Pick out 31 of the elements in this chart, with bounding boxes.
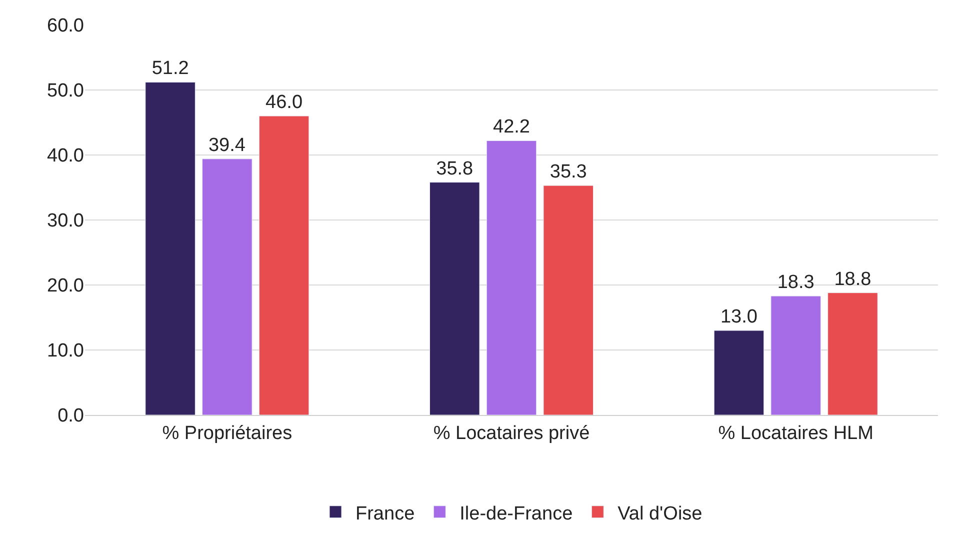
bar — [714, 330, 764, 415]
legend-label: France — [356, 503, 415, 524]
x-tick-label: % Propriétaires — [162, 422, 292, 444]
y-tick-label: 10.0 — [47, 340, 84, 362]
x-tick-label: % Locataires HLM — [718, 422, 874, 444]
data-label: 39.4 — [208, 134, 246, 156]
y-tick-label: 30.0 — [47, 210, 84, 232]
bar — [145, 82, 196, 415]
data-label: 13.0 — [720, 306, 758, 328]
bar — [486, 140, 537, 415]
y-tick-label: 50.0 — [47, 80, 84, 102]
data-label: 46.0 — [266, 92, 303, 113]
legend-label: Ile-de-France — [460, 503, 573, 524]
bar — [202, 158, 252, 415]
bar — [770, 296, 821, 415]
bar — [430, 182, 480, 415]
y-tick-label: 0.0 — [58, 406, 84, 427]
x-tick-label: % Locataires privé — [433, 422, 590, 444]
data-label: 35.3 — [550, 162, 587, 183]
bar — [543, 185, 594, 415]
y-tick-label: 40.0 — [47, 146, 84, 167]
data-label: 51.2 — [152, 58, 189, 80]
data-label: 42.2 — [493, 116, 530, 138]
data-label: 18.3 — [777, 272, 814, 294]
data-label: 35.8 — [436, 158, 474, 180]
legend-label: Val d'Oise — [618, 503, 702, 524]
bar — [258, 116, 310, 415]
bar — [828, 292, 878, 415]
y-tick-label: 20.0 — [47, 276, 84, 297]
data-label: 18.8 — [834, 268, 872, 290]
y-tick-label: 60.0 — [47, 16, 84, 37]
